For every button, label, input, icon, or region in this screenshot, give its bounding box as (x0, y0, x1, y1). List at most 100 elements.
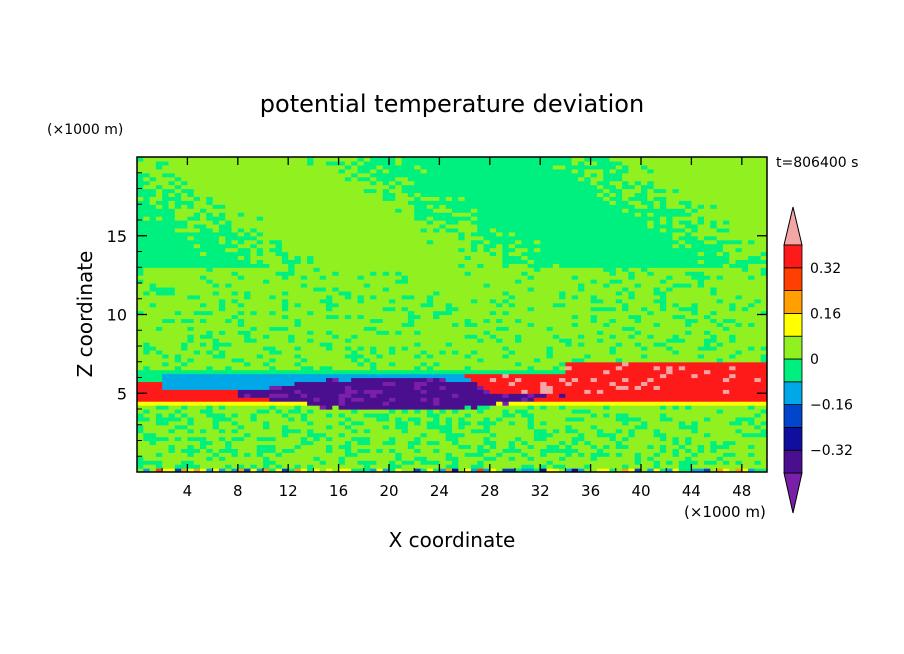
field-cell (307, 436, 314, 442)
field-cell (559, 290, 566, 296)
field-cell (281, 247, 459, 253)
field-cell (697, 235, 705, 241)
field-cell (433, 216, 472, 221)
field-cell (269, 247, 283, 253)
field-cell (225, 353, 258, 359)
field-cell (332, 330, 377, 335)
field-cell (502, 338, 516, 343)
field-cell (338, 468, 352, 472)
field-cell (288, 393, 302, 398)
field-cell (218, 223, 233, 229)
field-cell (370, 180, 377, 186)
field-cell (281, 314, 289, 320)
field-cell (571, 409, 592, 414)
field-cell (697, 460, 705, 465)
field-cell (300, 468, 308, 472)
field-cell (458, 460, 478, 465)
field-cell (326, 160, 346, 166)
field-cell (231, 298, 239, 304)
field-cell (382, 271, 390, 276)
field-cell (685, 420, 692, 426)
field-cell (244, 318, 296, 323)
field-cell (704, 271, 762, 276)
field-cell (218, 405, 226, 410)
field-cell (407, 200, 611, 205)
y-axis-label: Z coordinate (73, 251, 97, 378)
field-cell (678, 188, 767, 194)
field-cell (206, 216, 226, 221)
field-cell (370, 346, 377, 351)
field-cell (659, 428, 692, 434)
field-cell (212, 468, 220, 472)
field-cell (571, 377, 579, 383)
field-cell (395, 196, 415, 201)
field-cell (357, 440, 371, 446)
field-cell (697, 318, 711, 323)
field-cell (389, 298, 396, 304)
field-cell (641, 342, 655, 347)
field-cell (722, 220, 730, 225)
field-cell (143, 365, 151, 371)
field-cell (722, 298, 755, 304)
field-cell (678, 349, 737, 355)
field-cell (370, 448, 377, 453)
field-cell (426, 227, 434, 233)
field-cell (168, 412, 176, 418)
field-cell (565, 416, 585, 422)
field-cell (609, 196, 623, 201)
field-cell (483, 436, 491, 442)
field-cell (174, 409, 182, 414)
field-cell (653, 452, 661, 457)
field-cell (609, 436, 617, 442)
field-cell (344, 424, 352, 430)
field-cell (729, 389, 767, 394)
field-cell (716, 318, 724, 323)
field-cell (496, 444, 510, 449)
field-cell (760, 428, 767, 434)
field-cell (162, 184, 176, 190)
field-cell (477, 243, 485, 249)
field-cell (666, 188, 674, 194)
field-cell (319, 405, 327, 410)
field-cell (628, 428, 636, 434)
field-cell (370, 361, 377, 367)
field-cell (552, 385, 617, 390)
field-cell (659, 452, 674, 457)
field-cell (263, 353, 296, 359)
field-cell (382, 180, 390, 186)
field-cell (691, 208, 699, 213)
field-cell (420, 164, 554, 170)
field-cell (200, 428, 207, 434)
field-cell (250, 259, 258, 264)
field-cell (338, 456, 346, 461)
field-cell (256, 353, 264, 359)
field-cell (634, 424, 648, 430)
field-cell (691, 220, 699, 225)
field-cell (174, 172, 352, 178)
field-cell (225, 302, 239, 308)
field-cell (275, 310, 308, 316)
field-cell (647, 212, 655, 217)
field-cell (250, 452, 258, 457)
field-cell (231, 357, 245, 363)
field-cell (212, 334, 245, 339)
field-cell (584, 286, 623, 292)
field-cell (263, 251, 277, 257)
field-cell (641, 184, 655, 190)
field-cell (307, 275, 321, 280)
field-cell (294, 381, 384, 386)
field-cell (685, 405, 692, 410)
field-cell (508, 353, 548, 359)
field-cell (634, 184, 642, 190)
field-cell (603, 444, 611, 449)
field-cell (319, 456, 340, 461)
field-cell (659, 405, 667, 410)
field-cell (615, 334, 629, 339)
field-cell (420, 468, 428, 472)
field-cell (395, 448, 415, 453)
field-cell (697, 220, 705, 225)
field-cell (729, 468, 737, 472)
field-cell (464, 412, 472, 418)
field-cell (294, 322, 302, 327)
